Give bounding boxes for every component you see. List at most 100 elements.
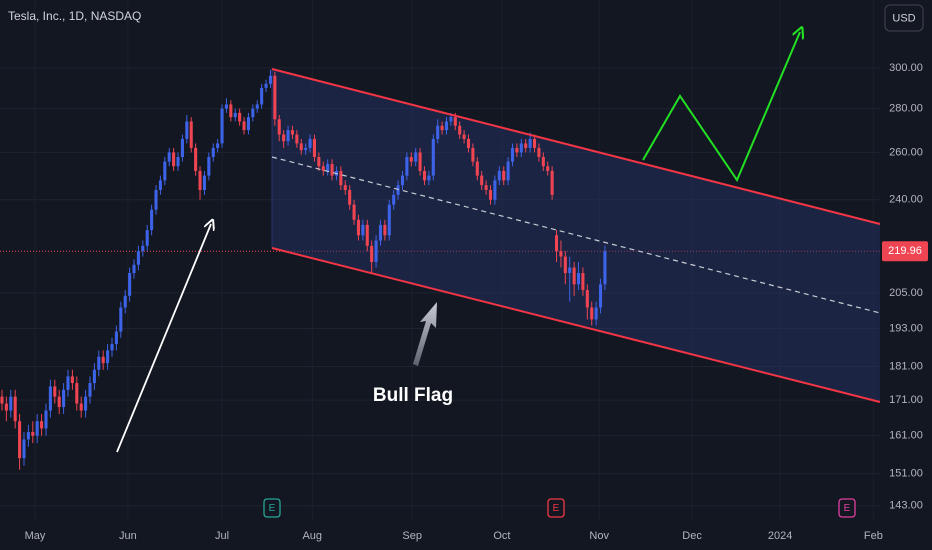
candle-body (35, 421, 39, 436)
candle-body (449, 117, 453, 122)
candle-body (343, 185, 347, 190)
last-price-tag (882, 241, 928, 262)
candle-body (57, 396, 61, 408)
candle-body (510, 147, 515, 162)
candle-body (585, 290, 589, 308)
x-tick-label: Sep (402, 530, 422, 542)
candle-body (378, 224, 383, 241)
candle-body (493, 180, 497, 200)
candle-body (400, 175, 405, 186)
candle-body (242, 121, 246, 131)
channel-lower (271, 247, 881, 403)
candle-body (590, 307, 594, 320)
candle-body (453, 117, 457, 126)
candle-body (277, 119, 281, 135)
earnings-badge (547, 498, 565, 518)
candle-body (537, 147, 541, 158)
y-tick-label: 205.00 (889, 287, 923, 299)
chart-title: Tesla, Inc., 1D, NASDAQ (8, 9, 141, 23)
candle-body (348, 189, 352, 205)
candle-body (458, 125, 462, 135)
earnings-label: E (269, 503, 276, 514)
candle-body (141, 245, 145, 252)
candle-body (251, 108, 255, 118)
candle-body (62, 389, 66, 408)
candle-body (462, 134, 466, 139)
candle-body (40, 421, 44, 429)
y-tick-label: 193.00 (889, 322, 923, 334)
candle-body (22, 439, 26, 459)
candle-body (436, 125, 440, 139)
candle-body (312, 138, 316, 158)
y-tick-label: 260.00 (889, 146, 923, 158)
candle-body (163, 161, 167, 181)
candle-body (207, 157, 211, 176)
candle-body (66, 376, 70, 390)
candle-body (480, 175, 484, 186)
candle-body (418, 152, 422, 171)
x-tick-label: Jun (119, 530, 137, 542)
candle-body (356, 219, 361, 236)
bull-flag-arrow (413, 302, 437, 366)
candles (0, 69, 607, 470)
candle-body (559, 251, 563, 257)
candle-body (484, 185, 488, 190)
candle-body (317, 157, 321, 167)
candle-body (532, 138, 537, 148)
candle-body (224, 104, 228, 109)
candle-body (563, 256, 567, 274)
x-tick-label: 2024 (768, 530, 792, 542)
candle-body (150, 209, 154, 231)
candle-body (44, 410, 48, 429)
candle-body (374, 240, 378, 263)
y-tick-label: 161.00 (889, 430, 923, 442)
candle-body (246, 117, 250, 131)
y-tick-label: 280.00 (889, 103, 923, 115)
candle-body (594, 307, 598, 320)
candle-body (238, 112, 242, 122)
candle-body (0, 396, 4, 404)
candle-body (497, 170, 501, 181)
candle-body (229, 104, 233, 118)
y-tick-label: 151.00 (889, 468, 923, 480)
candle-body (422, 170, 427, 181)
candle-body (176, 157, 180, 167)
candle-body (431, 138, 435, 176)
candle-body (123, 295, 127, 308)
channel-fill (272, 69, 880, 402)
y-tick-label: 181.00 (889, 360, 923, 372)
annotation: Bull Flag (373, 385, 453, 406)
candle-body (88, 383, 92, 397)
candle-body (233, 112, 237, 118)
candle-body (387, 204, 391, 236)
candle-body (18, 421, 22, 459)
currency[interactable]: USD (892, 12, 915, 24)
candle-body (506, 161, 510, 181)
candle-body (519, 143, 523, 153)
x-tick-label: Jul (215, 530, 229, 542)
candle-body (172, 152, 176, 167)
candle-body (260, 87, 264, 105)
candle-body (290, 130, 294, 135)
candle-body (198, 170, 202, 190)
earnings-label: E (844, 503, 851, 514)
candle-body (220, 108, 224, 144)
candle-body (321, 166, 325, 171)
x-tick-label: Feb (864, 530, 883, 542)
candle-body (79, 403, 83, 411)
candle-body (180, 138, 184, 158)
candle-body (31, 432, 35, 436)
x-tick-label: Aug (302, 530, 322, 542)
candle-body (427, 175, 431, 181)
candle-body (603, 251, 607, 285)
x-tick-label: May (25, 530, 46, 542)
candle-body (110, 344, 114, 351)
currency-button[interactable] (884, 4, 924, 32)
candle-body (4, 403, 8, 411)
candle-body (488, 189, 493, 200)
candle-body (75, 383, 79, 404)
candle-body (194, 147, 198, 171)
candle-body (295, 134, 299, 144)
candle-body (528, 138, 532, 148)
